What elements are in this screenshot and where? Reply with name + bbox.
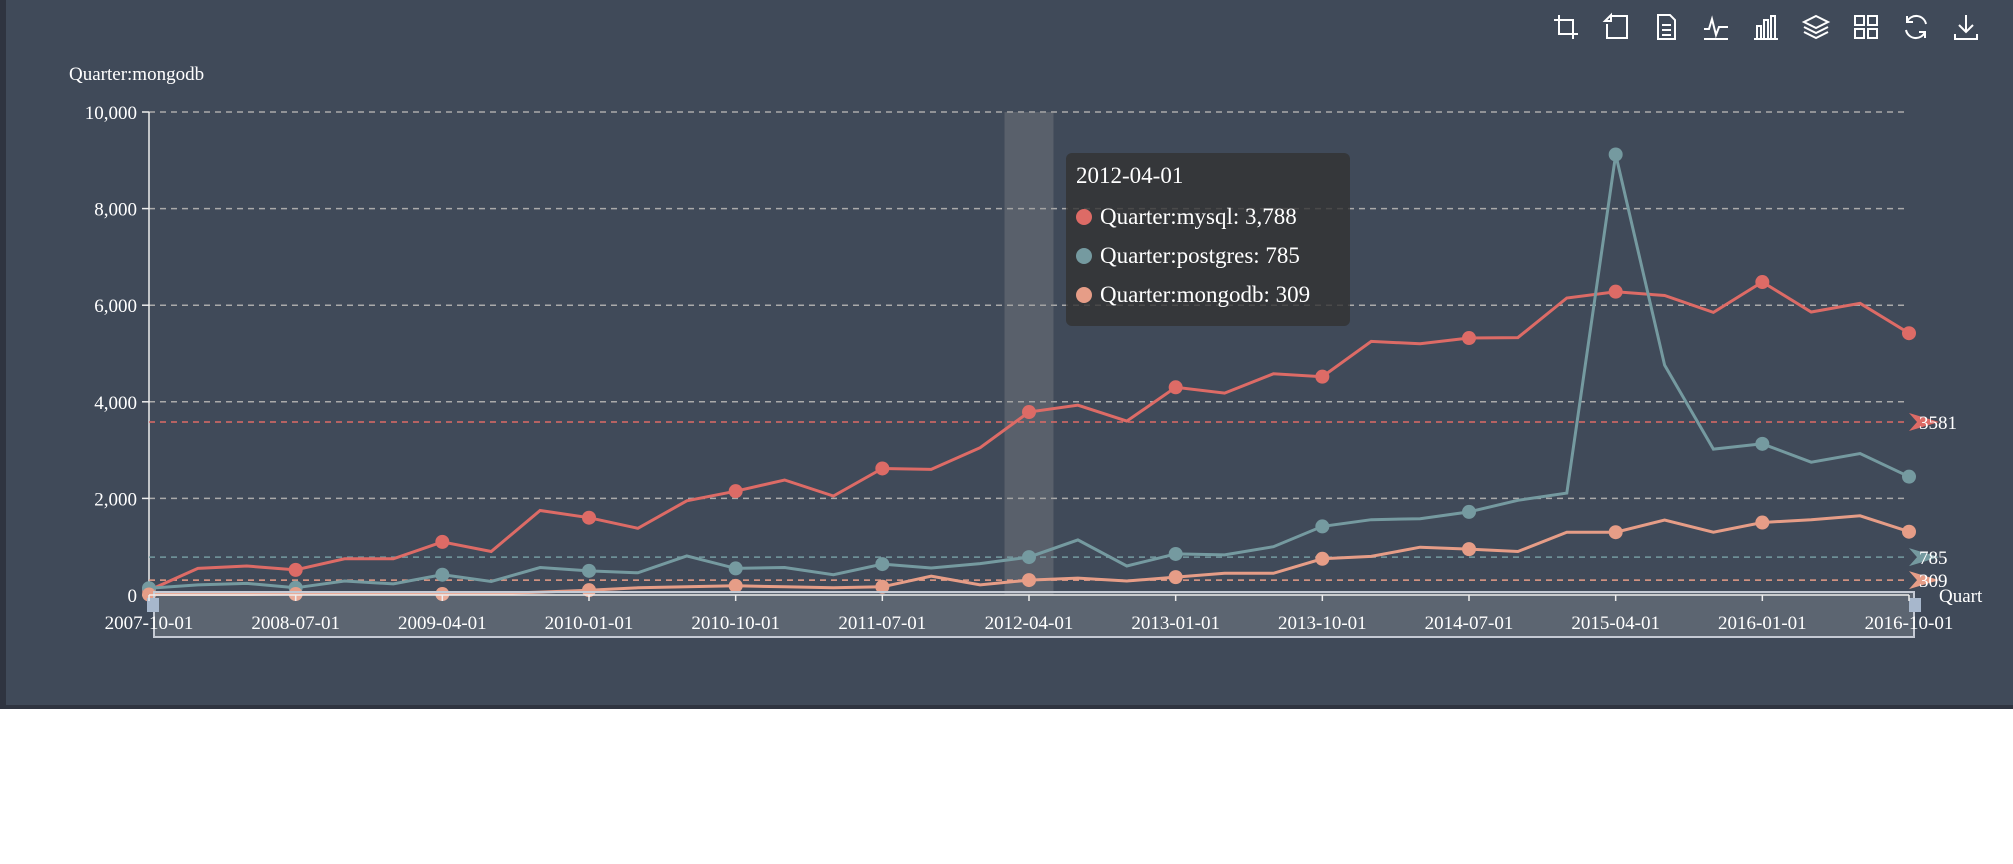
- mean-label: 309: [1919, 571, 1948, 592]
- tooltip-row-postgres: Quarter:postgres: 785: [1076, 236, 1340, 275]
- data-point: [728, 578, 743, 593]
- x-tick-label: 2013-10-01: [1278, 613, 1367, 634]
- data-point: [1022, 405, 1036, 420]
- save-image-icon[interactable]: [1949, 10, 1983, 44]
- x-tick-label: 2010-10-01: [691, 613, 780, 634]
- data-point: [288, 587, 303, 602]
- x-tick-label: 2016-01-01: [1718, 613, 1807, 634]
- data-point: [582, 510, 596, 525]
- data-point: [875, 557, 890, 572]
- data-point: [875, 579, 890, 594]
- y-tick-label: 0: [128, 586, 138, 607]
- data-zoom-window: [153, 591, 1915, 638]
- data-point: [728, 484, 743, 499]
- mean-label: 785: [1919, 548, 1948, 569]
- data-point: [1902, 326, 1916, 341]
- y-tick-label: 4,000: [94, 393, 137, 414]
- series-group: [142, 514, 1916, 602]
- data-point: [1755, 436, 1770, 451]
- tooltip-row-mysql: Quarter:mysql: 3,788: [1076, 197, 1340, 236]
- mean-arrow: [1909, 548, 1939, 567]
- x-tick-label: 2016-10-01: [1865, 613, 1954, 634]
- tooltip-row-label: Quarter:mysql: 3,788: [1100, 203, 1297, 229]
- data-point: [1755, 275, 1770, 290]
- tooltip-row-mongodb: Quarter:mongodb: 309: [1076, 275, 1340, 314]
- data-point: [1022, 573, 1036, 588]
- data-point: [1462, 331, 1476, 346]
- data-point: [1315, 369, 1330, 384]
- x-tick-label: 2011-07-01: [838, 613, 926, 634]
- data-zoom-handle-right: [1909, 598, 1921, 612]
- data-point: [435, 534, 450, 549]
- stack-icon[interactable]: [1799, 10, 1833, 44]
- data-point: [875, 461, 890, 476]
- x-tick-label: 2013-01-01: [1131, 613, 1220, 634]
- y-tick-label: 8,000: [94, 200, 137, 221]
- grid-lines: [149, 111, 1909, 500]
- data-point: [1022, 550, 1036, 565]
- x-tick-label: 2012-04-01: [985, 613, 1074, 634]
- line-chart: Quarter:mongodb 0 2,000 4,000 6,000 8,000 10,…: [69, 64, 1983, 638]
- data-point: [582, 563, 596, 578]
- data-point: [1315, 551, 1330, 566]
- x-tick-label: 2007-10-01: [105, 613, 194, 634]
- data-point: [288, 562, 303, 577]
- y-tick-label: 2,000: [94, 489, 137, 510]
- data-zoom-label: Quart: [1939, 586, 1983, 607]
- tooltip-title: 2012-04-01: [1076, 163, 1184, 188]
- y-tick-label: 6,000: [94, 296, 137, 317]
- data-point: [1608, 525, 1623, 540]
- x-tick-label: 2008-07-01: [251, 613, 340, 634]
- data-point: [1462, 542, 1476, 557]
- tooltip-row-label: Quarter:postgres: 785: [1100, 242, 1300, 268]
- bar-type-icon[interactable]: [1749, 10, 1783, 44]
- y-axis: 0 2,000 4,000 6,000 8,000 10,000: [85, 103, 150, 607]
- data-point: [582, 583, 596, 598]
- series-marker-icon: [1076, 286, 1092, 303]
- series-marker-icon: [1076, 208, 1092, 225]
- x-tick-label: 2010-01-01: [545, 613, 634, 634]
- line-type-icon[interactable]: [1699, 10, 1733, 44]
- tooltip-row-label: Quarter:mongodb: 309: [1100, 281, 1311, 307]
- data-point: [1315, 519, 1330, 534]
- series: [142, 147, 1916, 602]
- data-point: [1755, 515, 1770, 530]
- data-point: [1462, 504, 1476, 519]
- data-point: [728, 561, 743, 576]
- mean-arrow: [1909, 413, 1939, 432]
- x-tick-label: 2014-07-01: [1425, 613, 1514, 634]
- y-axis-name: Quarter:mongodb: [69, 64, 204, 85]
- data-view-icon[interactable]: [1649, 10, 1683, 44]
- x-tick-label: 2015-04-01: [1571, 613, 1660, 634]
- data-point: [1168, 380, 1183, 395]
- mean-arrow: [1909, 571, 1939, 590]
- tooltip: 2012-04-01 Quarter:mysql: 3,788 Quarter:…: [1066, 153, 1350, 326]
- toolbox: [1549, 10, 1983, 44]
- data-point: [1902, 524, 1916, 539]
- axis-pointer-shadow: [1004, 112, 1054, 595]
- data-point: [1902, 469, 1916, 484]
- data-point: [1168, 570, 1183, 585]
- zoom-select-icon[interactable]: [1549, 10, 1583, 44]
- data-point: [435, 587, 450, 602]
- data-point: [1608, 147, 1623, 162]
- data-point: [1608, 284, 1623, 299]
- restore-icon[interactable]: [1899, 10, 1933, 44]
- series-marker-icon: [1076, 247, 1092, 264]
- data-zoom-slider[interactable]: Quart: [147, 586, 1983, 638]
- data-point: [1168, 546, 1183, 561]
- zoom-reset-icon[interactable]: [1599, 10, 1633, 44]
- data-zoom-handle-left: [147, 598, 159, 612]
- x-tick-label: 2009-04-01: [398, 613, 487, 634]
- data-point: [435, 567, 450, 582]
- chart-panel: Quarter:mongodb 0 2,000 4,000 6,000 8,000 10,…: [0, 0, 2013, 709]
- tiled-icon[interactable]: [1849, 10, 1883, 44]
- x-axis: 2007-10-01 2008-07-01 2009-04-01 2010-01-01…: [105, 594, 1954, 634]
- y-tick-label: 10,000: [85, 103, 137, 124]
- mean-label: 3581: [1919, 413, 1957, 434]
